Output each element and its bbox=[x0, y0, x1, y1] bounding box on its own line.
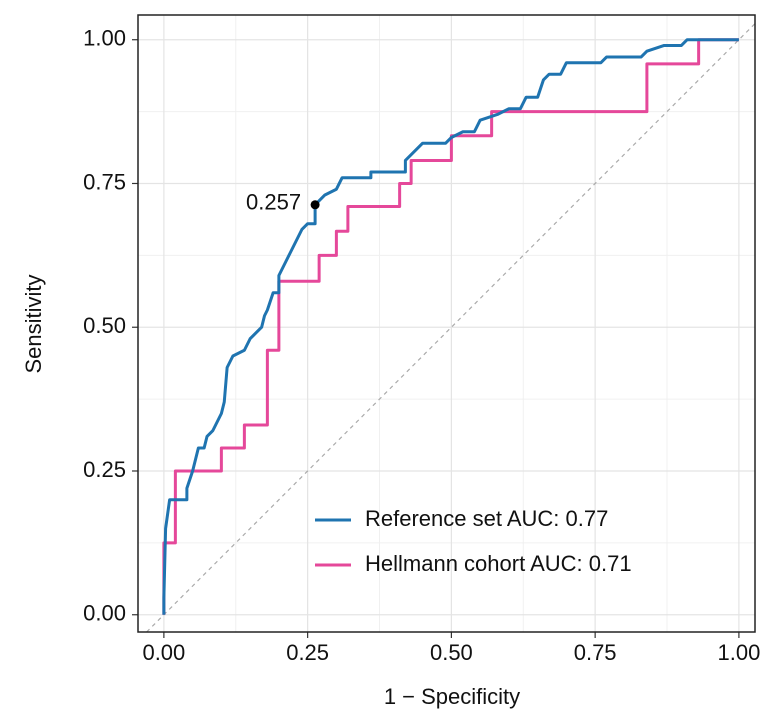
x-tick-label: 0.25 bbox=[286, 640, 329, 665]
x-tick-label: 1.00 bbox=[717, 640, 760, 665]
threshold-point bbox=[310, 200, 320, 210]
y-axis-title: Sensitivity bbox=[21, 274, 46, 373]
x-tick-label: 0.75 bbox=[574, 640, 617, 665]
y-tick-label: 1.00 bbox=[83, 26, 126, 51]
y-tick-label: 0.00 bbox=[83, 601, 126, 626]
y-tick-label: 0.50 bbox=[83, 313, 126, 338]
roc-curve bbox=[162, 38, 739, 615]
y-tick-label: 0.75 bbox=[83, 169, 126, 194]
y-tick-label: 0.25 bbox=[83, 457, 126, 482]
plot-border bbox=[137, 14, 756, 633]
x-tick-label: 0.00 bbox=[142, 640, 185, 665]
x-tick-label: 0.50 bbox=[430, 640, 473, 665]
legend-label: Hellmann cohort AUC: 0.71 bbox=[365, 551, 632, 576]
plot-background bbox=[138, 15, 755, 632]
annotation: 0.257 bbox=[246, 190, 301, 215]
x-axis-title: 1 − Specificity bbox=[384, 684, 520, 709]
legend-label: Reference set AUC: 0.77 bbox=[365, 506, 608, 531]
